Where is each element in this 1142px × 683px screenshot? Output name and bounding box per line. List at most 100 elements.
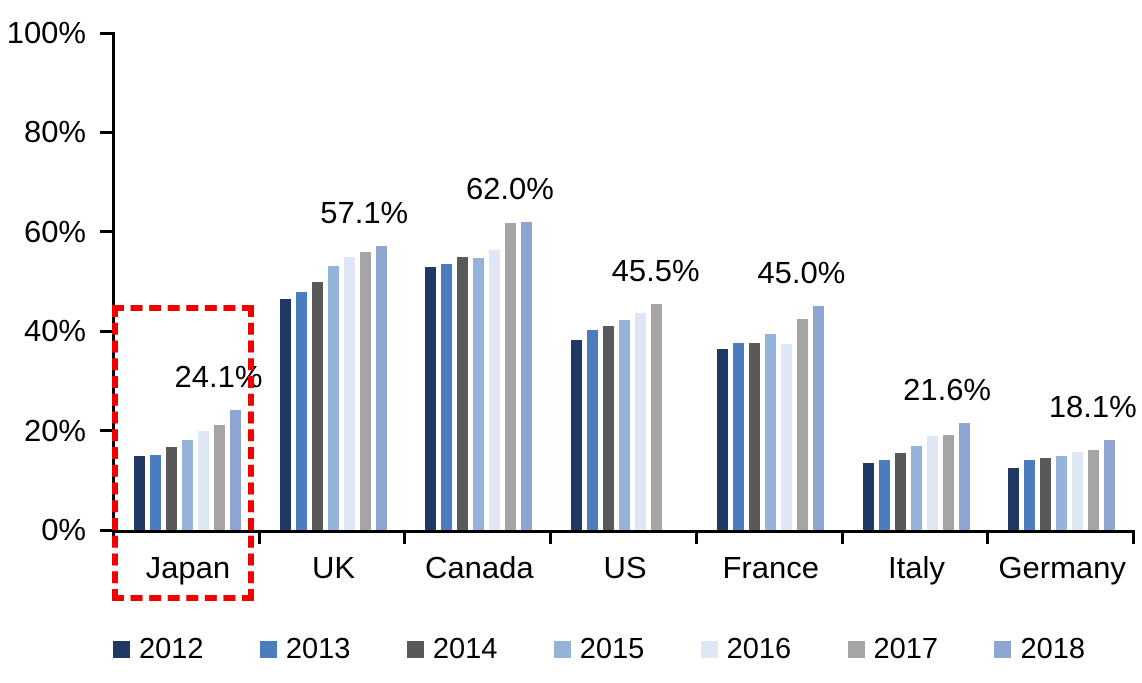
category-label-france: France bbox=[722, 550, 819, 585]
legend-item-2014: 2014 bbox=[406, 633, 498, 665]
legend-item-2015: 2015 bbox=[553, 633, 645, 665]
data-label-canada: 62.0% bbox=[465, 170, 554, 206]
bar-uk-2016 bbox=[343, 256, 355, 530]
plot-area: 24.1% 57.1% 62.0% 45.5% 45.0% 21.6% 18.1% bbox=[112, 33, 1137, 533]
bar-germany-2016 bbox=[1072, 452, 1084, 530]
bar-canada-2015 bbox=[473, 258, 485, 530]
y-tick-label: 40% bbox=[23, 313, 86, 349]
bar-canada-2012 bbox=[425, 267, 437, 530]
bar-group-us: 45.5% bbox=[552, 33, 700, 530]
category-label-italy: Italy bbox=[887, 550, 945, 585]
legend: 2012 2013 2014 2015 2016 2017 2018 bbox=[113, 632, 1085, 666]
legend-swatch-2017 bbox=[847, 640, 865, 658]
bar-uk-2012 bbox=[279, 298, 291, 530]
legend-swatch-2012 bbox=[113, 640, 130, 658]
bar-germany-2018 bbox=[1104, 440, 1116, 530]
legend-swatch-2013 bbox=[259, 640, 277, 658]
bar-japan-2018 bbox=[230, 410, 241, 530]
bar-canada-2014 bbox=[457, 257, 469, 530]
bar-us-2016 bbox=[635, 313, 647, 530]
bar-italy-2018 bbox=[958, 422, 970, 530]
y-tick-label: 100% bbox=[6, 15, 86, 50]
bar-group-uk: 57.1% bbox=[261, 33, 409, 530]
y-tick-label: 80% bbox=[23, 114, 86, 150]
y-tick-mark bbox=[100, 329, 115, 333]
bar-germany-2017 bbox=[1088, 450, 1100, 530]
legend-swatch-2015 bbox=[553, 640, 571, 658]
bar-italy-2013 bbox=[878, 460, 890, 530]
legend-label-2016: 2016 bbox=[726, 633, 792, 665]
bar-italy-2016 bbox=[926, 435, 938, 530]
bar-italy-2014 bbox=[894, 453, 906, 530]
legend-swatch-2014 bbox=[406, 640, 424, 658]
y-tick-mark bbox=[100, 31, 115, 35]
bar-canada-2018 bbox=[521, 221, 533, 530]
bar-canada-2016 bbox=[489, 250, 501, 530]
legend-item-2012: 2012 bbox=[113, 633, 204, 665]
bar-uk-2013 bbox=[295, 292, 307, 530]
y-tick-mark bbox=[100, 528, 115, 532]
legend-label-2012: 2012 bbox=[139, 633, 204, 665]
bar-japan-2017 bbox=[214, 424, 225, 530]
bar-italy-2015 bbox=[910, 446, 922, 530]
bar-group-germany: 18.1% bbox=[989, 33, 1137, 530]
y-tick-label: 20% bbox=[23, 412, 86, 448]
legend-label-2015: 2015 bbox=[579, 633, 645, 665]
bar-uk-2015 bbox=[327, 265, 339, 530]
bar-japan-2014 bbox=[166, 447, 177, 530]
data-label-uk: 57.1% bbox=[320, 195, 409, 231]
x-tick-mark bbox=[257, 533, 261, 544]
bar-group-japan: 24.1% bbox=[115, 33, 263, 530]
bar-france-2012 bbox=[716, 348, 728, 530]
category-label-us: US bbox=[603, 550, 647, 585]
bar-italy-2017 bbox=[942, 434, 954, 530]
legend-item-2018: 2018 bbox=[994, 633, 1085, 665]
bar-us-2017 bbox=[651, 303, 663, 530]
legend-swatch-2016 bbox=[700, 640, 718, 658]
data-label-france: 45.0% bbox=[757, 255, 846, 291]
bar-group-canada: 62.0% bbox=[406, 33, 554, 530]
bar-france-2017 bbox=[796, 319, 808, 530]
legend-item-2017: 2017 bbox=[847, 633, 938, 665]
x-tick-mark bbox=[840, 533, 844, 544]
legend-label-2014: 2014 bbox=[432, 633, 498, 665]
data-label-germany: 18.1% bbox=[1048, 389, 1137, 425]
bar-japan-2012 bbox=[134, 456, 145, 530]
x-tick-mark bbox=[986, 533, 990, 544]
bar-us-2015 bbox=[619, 320, 631, 530]
bar-uk-2018 bbox=[375, 246, 387, 530]
bar-france-2016 bbox=[780, 343, 792, 530]
x-tick-mark bbox=[112, 533, 115, 544]
x-tick-mark bbox=[694, 533, 698, 544]
y-tick-label: 60% bbox=[23, 213, 86, 249]
bar-japan-2016 bbox=[198, 430, 209, 530]
y-tick-mark bbox=[100, 130, 115, 134]
bar-uk-2017 bbox=[359, 252, 371, 530]
bar-us-2012 bbox=[571, 339, 583, 530]
category-label-uk: UK bbox=[312, 550, 356, 585]
bar-france-2018 bbox=[812, 306, 824, 530]
bar-japan-2015 bbox=[182, 440, 193, 530]
x-tick-mark bbox=[403, 533, 407, 544]
bar-japan-2013 bbox=[150, 455, 161, 530]
bar-group-italy: 21.6% bbox=[844, 33, 991, 530]
bar-uk-2014 bbox=[311, 281, 323, 530]
legend-item-2013: 2013 bbox=[259, 633, 350, 665]
bar-germany-2012 bbox=[1008, 467, 1020, 530]
legend-swatch-2018 bbox=[994, 640, 1012, 658]
bar-us-2014 bbox=[603, 326, 615, 530]
data-label-italy: 21.6% bbox=[903, 371, 991, 407]
data-label-us: 45.5% bbox=[611, 252, 700, 288]
category-label-germany: Germany bbox=[998, 550, 1126, 585]
y-tick-mark bbox=[100, 230, 115, 234]
x-tick-mark bbox=[549, 533, 553, 544]
category-label-japan: Japan bbox=[145, 550, 231, 585]
data-label-japan: 24.1% bbox=[174, 359, 263, 395]
y-tick-mark bbox=[100, 429, 115, 433]
bar-canada-2017 bbox=[505, 223, 517, 530]
bar-group-france: 45.0% bbox=[698, 33, 846, 530]
bar-france-2014 bbox=[748, 343, 760, 530]
bar-us-2013 bbox=[587, 330, 599, 530]
bar-germany-2013 bbox=[1024, 459, 1036, 530]
